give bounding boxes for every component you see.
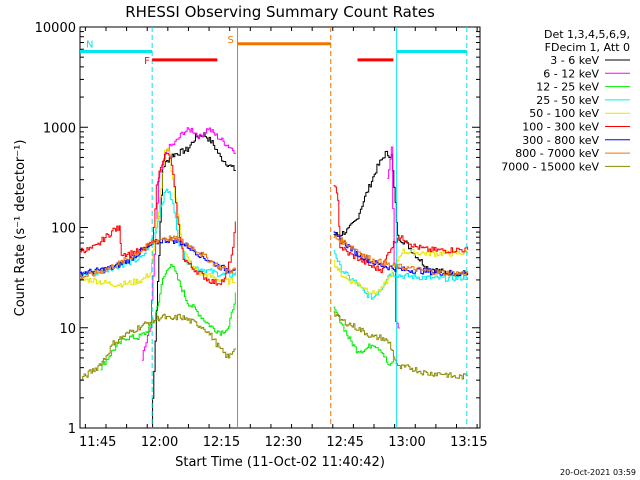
legend-label: 800 - 7000 keV: [515, 147, 599, 160]
legend: Det 1,3,4,5,6,9,FDecim 1, Att 03 - 6 keV…: [501, 28, 630, 173]
legend-header: FDecim 1, Att 0: [545, 41, 630, 54]
flag-label-s: S: [228, 35, 234, 46]
y-axis-label: Count Rate (s⁻¹ detector⁻¹): [13, 140, 28, 317]
legend-label: 100 - 300 keV: [522, 121, 599, 134]
legend-label: 3 - 6 keV: [550, 54, 599, 67]
chart-title: RHESSI Observing Summary Count Rates: [125, 3, 435, 21]
series-line-5: [80, 147, 469, 295]
series-line-2: [141, 127, 401, 361]
legend-label: 25 - 50 keV: [536, 94, 599, 107]
plot-frame: [79, 26, 481, 429]
y-tick-label: 10000: [35, 21, 76, 36]
x-tick-label: 12:30: [265, 435, 302, 450]
flag-label-f: F: [144, 56, 150, 67]
legend-label: 50 - 100 keV: [529, 107, 599, 120]
legend-header: Det 1,3,4,5,6,9,: [544, 28, 630, 41]
x-tick-label: 12:45: [326, 435, 363, 450]
legend-label: 6 - 12 keV: [543, 67, 599, 80]
series-line-8: [80, 235, 469, 280]
legend-label: 7000 - 15000 keV: [501, 160, 599, 173]
series-line-6: [80, 152, 469, 286]
y-tick-label: 1: [68, 422, 76, 437]
footer-date: 20-Oct-2021 03:59: [560, 468, 636, 477]
x-tick-label: 12:15: [203, 435, 240, 450]
x-tick-label: 11:45: [79, 435, 116, 450]
x-tick-label: 12:00: [141, 435, 178, 450]
axes: 1 10 100 1000 10000 11:45 12:00 12:15 12:30 12:45…: [35, 21, 488, 450]
y-tick-label: 1000: [43, 121, 76, 136]
series-line-1: [151, 132, 469, 429]
y-tick-label: 10: [59, 322, 76, 337]
y-tick-label: 100: [51, 222, 76, 237]
x-tick-label: 13:00: [388, 435, 425, 450]
series-line-9: [80, 311, 469, 381]
legend-label: 12 - 25 keV: [536, 81, 599, 94]
x-axis-label: Start Time (11-Oct-02 11:40:42): [175, 455, 385, 470]
x-tick-label: 13:15: [450, 435, 487, 450]
legend-label: 300 - 800 keV: [522, 134, 599, 147]
flag-label-n: N: [86, 39, 93, 50]
series-line-3: [100, 263, 394, 371]
plot-area: N F S: [80, 27, 469, 429]
